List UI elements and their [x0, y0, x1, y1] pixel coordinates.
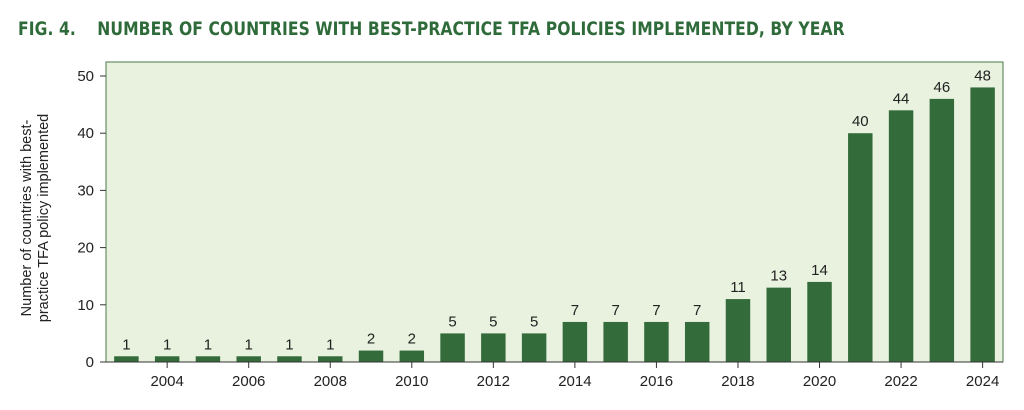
x-axis: 2004 2006 2008 2010 2012 2014 2016 2018 2020 2022… [106, 361, 1003, 390]
bar-value-label: 7 [571, 302, 579, 319]
figure-title: FIG. 4. NUMBER OF COUNTRIES WITH BEST-PRA… [18, 14, 845, 44]
bar [236, 356, 261, 362]
y-tick-label: 30 [77, 182, 94, 199]
bar [154, 356, 180, 362]
bar [195, 356, 221, 362]
bar [603, 321, 628, 362]
bar-value-label: 13 [770, 268, 787, 285]
bar-value-label: 7 [693, 302, 701, 319]
bar [114, 356, 139, 362]
bar [970, 87, 995, 362]
bar-value-label: 7 [652, 302, 660, 319]
x-tick-label: 2010 [395, 373, 428, 390]
x-tick-label: 2016 [640, 373, 673, 390]
y-tick-label: 20 [77, 240, 94, 257]
bar-value-label: 5 [489, 313, 497, 330]
bar-value-label: 44 [893, 90, 910, 107]
bar-value-label: 46 [933, 79, 950, 96]
bar-value-label: 11 [730, 279, 746, 296]
bar [440, 333, 465, 362]
bar-series [114, 87, 995, 362]
bar-value-label: 1 [245, 336, 253, 353]
bar [521, 333, 547, 362]
bar [358, 350, 384, 362]
bar [929, 98, 955, 362]
x-tick-label: 2014 [558, 373, 591, 390]
bar [725, 299, 751, 362]
bar-value-label: 2 [367, 331, 375, 348]
bar [399, 350, 425, 362]
bar-value-label: 1 [122, 336, 130, 353]
x-tick-label: 2006 [232, 373, 265, 390]
y-tick-label: 50 [77, 68, 94, 85]
x-tick-label: 2004 [150, 373, 183, 390]
bar-value-label: 48 [974, 67, 991, 84]
figure-title-text: NUMBER OF COUNTRIES WITH BEST-PRACTICE T… [97, 18, 845, 40]
x-tick-label: 2024 [966, 373, 999, 390]
bar [562, 321, 588, 362]
bar [848, 133, 873, 362]
bar-value-label: 5 [530, 313, 538, 330]
bar-value-label: 40 [852, 113, 869, 130]
x-tick-label: 2022 [884, 373, 917, 390]
bar-value-label: 1 [163, 336, 171, 353]
y-tick-label: 10 [77, 297, 94, 314]
y-tick-label: 40 [77, 125, 94, 142]
bar-value-label: 5 [448, 313, 456, 330]
x-tick-label: 2008 [314, 373, 347, 390]
bar-value-label: 7 [611, 302, 619, 319]
x-tick-label: 2020 [803, 373, 836, 390]
bar-value-label: 2 [408, 331, 416, 348]
bar [277, 356, 302, 362]
bar [684, 321, 710, 362]
bar [318, 356, 343, 362]
bar-value-label: 1 [204, 336, 212, 353]
figure-number: FIG. 4. [18, 18, 76, 40]
bar [481, 333, 506, 362]
y-axis: 0 10 20 30 40 50 [77, 68, 106, 371]
x-tick-label: 2012 [477, 373, 510, 390]
bar-value-label: 14 [811, 262, 828, 279]
x-tick-label: 2018 [721, 373, 754, 390]
bar [807, 281, 832, 362]
y-tick-label: 0 [86, 354, 94, 371]
bar [888, 110, 914, 362]
bar-value-label: 1 [326, 336, 334, 353]
bar-value-label: 1 [285, 336, 293, 353]
bar [644, 321, 669, 362]
bar [766, 287, 791, 362]
